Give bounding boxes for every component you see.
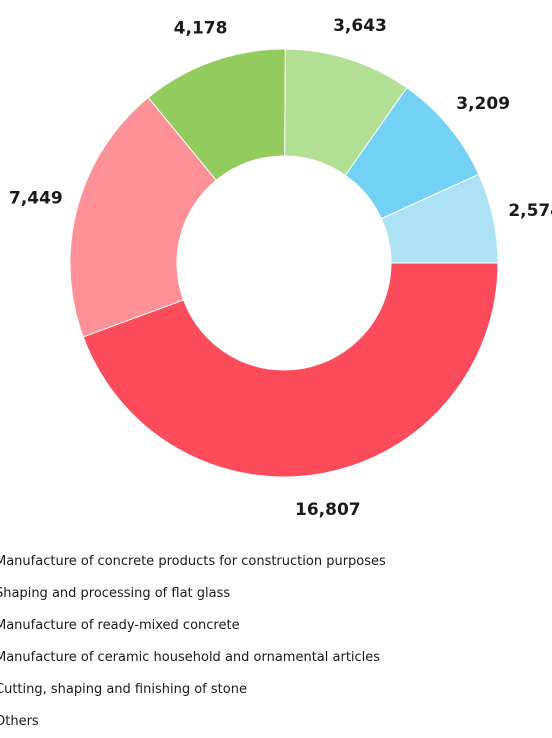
legend-item-2: Shaping and processing of flat glass (0, 586, 231, 601)
legend: Manufacture of concrete products for con… (0, 546, 386, 738)
data-label-5: 3,209 (456, 94, 510, 114)
data-label-1: 16,807 (295, 500, 361, 520)
legend-item-4: Manufacture of ceramic household and orn… (0, 650, 381, 665)
data-label-2: 7,449 (9, 188, 63, 208)
data-label-3: 4,178 (174, 18, 228, 38)
legend-item-6: Others (0, 714, 39, 729)
legend-item-5: Cutting, shaping and finishing of stone (0, 682, 247, 697)
donut-chart: 16,807 7,449 4,178 3,643 3,209 2,574 (9, 16, 552, 520)
data-label-4: 3,643 (333, 16, 387, 36)
data-label-6: 2,574 (508, 201, 552, 221)
donut-slice-6 (380, 173, 499, 264)
data-labels: 16,807 7,449 4,178 3,643 3,209 2,574 (9, 16, 552, 520)
legend-item-1: Manufacture of concrete products for con… (0, 554, 386, 569)
donut-slice-1 (82, 262, 499, 478)
donut-slices (69, 48, 499, 478)
legend-item-3: Manufacture of ready-mixed concrete (0, 618, 240, 633)
donut-slice-2 (69, 96, 217, 338)
